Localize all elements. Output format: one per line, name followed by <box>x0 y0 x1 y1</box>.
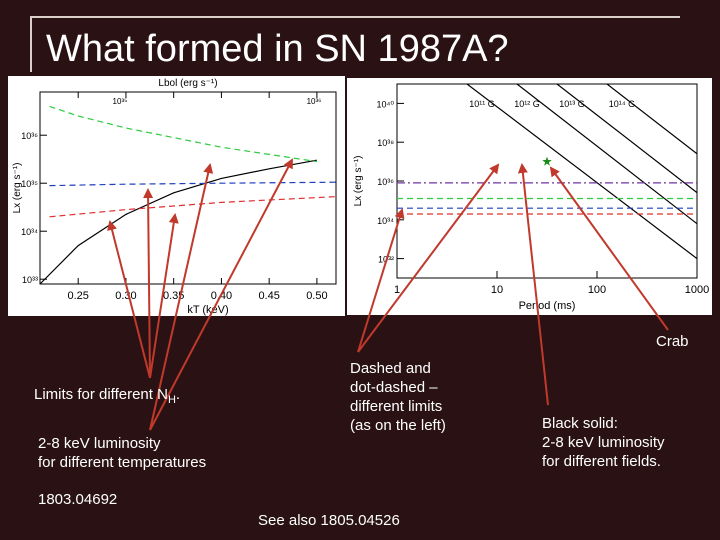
left-y-axis-label: Lx (erg s⁻¹) <box>12 163 23 214</box>
left-top-axis-label: Lbol (erg s⁻¹) <box>158 78 217 89</box>
left-series-1 <box>49 105 317 163</box>
arxiv-ref: 1803.04692 <box>38 491 118 508</box>
right-field-label: 10¹¹ G <box>469 99 495 109</box>
right-series-1 <box>516 84 697 225</box>
black-solid-line2: 2-8 keV luminosity <box>542 434 665 451</box>
arrow-dashed-2 <box>357 163 500 353</box>
arrow-dashed-1 <box>357 208 405 353</box>
left-x-tick-label: 0.30 <box>115 290 136 302</box>
right-series-3 <box>606 84 697 155</box>
right-x-tick-label: 1 <box>394 284 400 296</box>
left-y-tick-label: 10³⁵ <box>21 179 38 189</box>
luminosity-temps-line2: for different temperatures <box>38 454 207 471</box>
left-y-tick-label: 10³³ <box>22 275 38 285</box>
arrow-temps-2 <box>149 158 293 431</box>
right-series-2 <box>556 84 697 194</box>
dashed-line4: (as on the left) <box>350 417 446 434</box>
dashed-line3: different limits <box>350 398 443 415</box>
dashed-line2: dot-dashed – <box>350 379 438 396</box>
black-solid-line3: for different fields. <box>542 453 661 470</box>
limits-nh-suffix: . <box>175 386 181 403</box>
right-y-tick-label: 10³⁶ <box>377 177 394 187</box>
left-x-tick-label: 0.45 <box>258 290 279 302</box>
left-x-tick-label: 0.25 <box>67 290 88 302</box>
right-field-label: 10¹² G <box>514 99 540 109</box>
right-x-axis-label: Period (ms) <box>519 300 576 312</box>
right-y-tick-label: 10⁴⁰ <box>377 99 395 109</box>
limits-nh-subscript: H <box>167 394 176 406</box>
frame-left-line <box>30 16 32 72</box>
left-top-tick-label: 10³⁵ <box>113 97 128 106</box>
right-x-tick-label: 1000 <box>685 284 709 296</box>
limits-nh-label: Limits for different NH. <box>34 385 180 410</box>
see-also-label: See also 1805.04526 <box>258 512 400 529</box>
luminosity-temps-line1: 2-8 keV luminosity <box>38 435 161 452</box>
crab-label: Crab <box>656 333 689 350</box>
left-y-tick-label: 10³⁶ <box>21 131 38 141</box>
black-solid-label: Black solid: 2-8 keV luminosity for diff… <box>542 414 665 471</box>
left-x-axis-label: kT (keV) <box>187 304 228 316</box>
left-x-tick-label: 0.50 <box>306 290 327 302</box>
left-series-2 <box>49 181 337 187</box>
right-y-tick-label: 10³⁸ <box>377 138 394 148</box>
black-solid-line1: Black solid: <box>542 415 618 432</box>
right-y-tick-label: 10³⁴ <box>377 216 394 226</box>
crab-marker <box>542 156 552 166</box>
dashed-label: Dashed and dot-dashed – different limits… <box>350 359 446 435</box>
frame-top-line <box>30 16 680 18</box>
right-field-label: 10¹⁴ G <box>609 99 635 109</box>
left-top-tick-label: 10³⁶ <box>307 97 322 106</box>
left-series-0 <box>39 159 318 285</box>
arrow-temps-1 <box>149 163 214 431</box>
arrow-nh-3 <box>149 213 179 379</box>
dashed-line1: Dashed and <box>350 360 431 377</box>
left-series-3 <box>49 196 337 218</box>
arrow-crab <box>549 166 669 331</box>
luminosity-temps-label: 2-8 keV luminosity for different tempera… <box>38 434 206 472</box>
right-x-tick-label: 100 <box>588 284 606 296</box>
limits-nh-text: Limits for different N <box>34 386 168 403</box>
slide-title: What formed in SN 1987A? <box>46 28 509 70</box>
arrow-black <box>517 163 549 406</box>
left-plot-frame <box>39 91 337 285</box>
right-series-0 <box>466 84 697 260</box>
right-field-label: 10¹³ G <box>559 99 585 109</box>
arrow-nh-1 <box>107 220 151 379</box>
left-y-tick-label: 10³⁴ <box>21 227 38 237</box>
arrow-nh-2 <box>143 188 154 379</box>
right-y-axis-label: Lx (erg s⁻¹) <box>353 156 364 207</box>
right-x-tick-label: 10 <box>491 284 503 296</box>
